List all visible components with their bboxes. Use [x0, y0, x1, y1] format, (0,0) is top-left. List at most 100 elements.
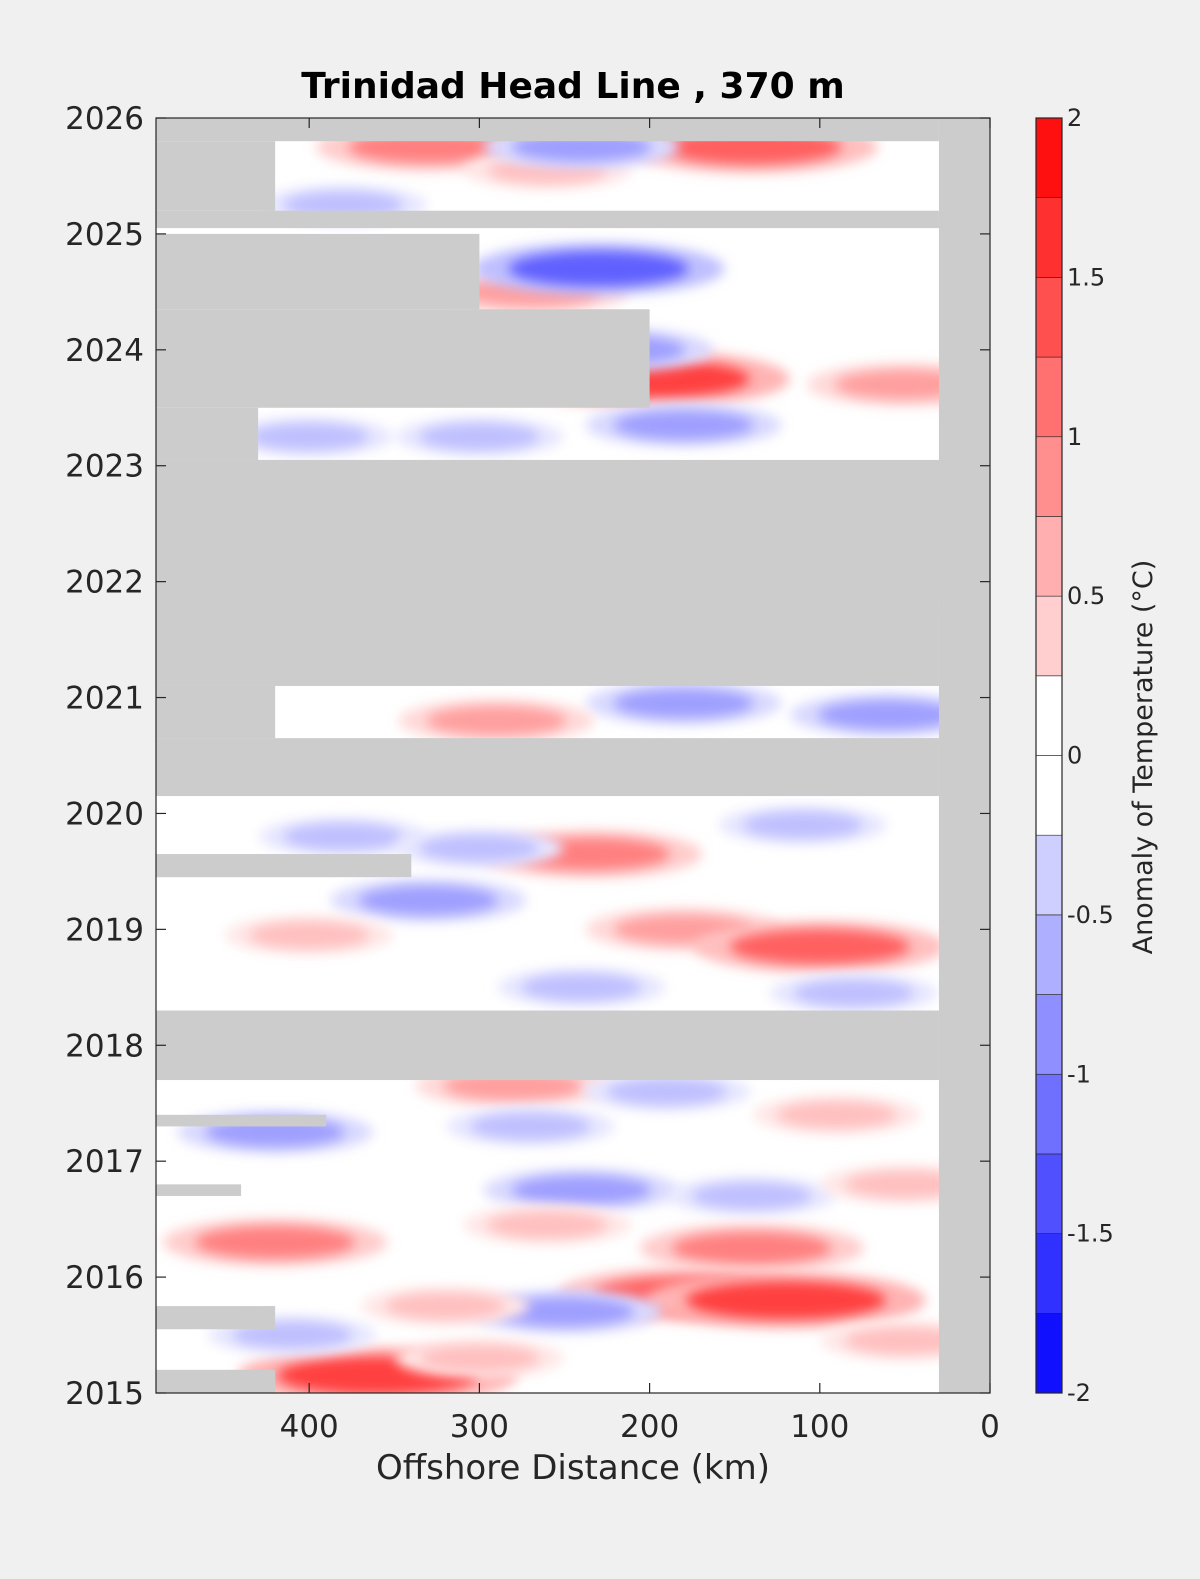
no-data-layer — [156, 118, 990, 1393]
anomaly-core-43 — [494, 1297, 635, 1327]
no-data-band-12 — [156, 1306, 276, 1330]
colorbar-segment-11 — [1035, 436, 1063, 517]
anomaly-core-19 — [426, 706, 567, 736]
no-data-band-2 — [156, 309, 650, 408]
colorbar-tick-label: 0 — [1067, 742, 1082, 770]
anomaly-core-10 — [613, 410, 754, 440]
anomaly-core-31 — [606, 1078, 727, 1105]
anomaly-core-32 — [776, 1101, 897, 1128]
no-data-band-10 — [156, 1114, 327, 1127]
y-tick-label: 2023 — [65, 449, 144, 485]
colorbar-segment-9 — [1035, 595, 1063, 677]
colorbar-segment-1 — [1035, 1233, 1063, 1314]
anomaly-core-26 — [729, 929, 910, 965]
anomaly-core-28 — [521, 974, 642, 1001]
no-data-band-5 — [156, 599, 939, 686]
anomaly-core-29 — [793, 980, 914, 1007]
y-tick-label: 2024 — [65, 333, 144, 369]
colorbar-segment-4 — [1035, 994, 1063, 1075]
y-tick-label: 2022 — [65, 565, 144, 601]
anomaly-core-24 — [358, 885, 499, 915]
anomaly-core-18 — [817, 700, 958, 730]
colorbar-frame — [1035, 117, 1063, 1394]
anomaly-core-45 — [419, 1345, 540, 1372]
colorbar-segment-5 — [1035, 914, 1063, 995]
anomaly-core-22 — [419, 835, 540, 862]
x-tick-label: 100 — [790, 1409, 849, 1445]
y-tick-label: 2018 — [65, 1028, 144, 1064]
x-tick-label: 0 — [980, 1409, 1000, 1445]
no-data-band-11 — [156, 1184, 242, 1196]
no-data-band-6 — [156, 738, 939, 797]
anomaly-core-38 — [195, 1226, 356, 1259]
x-tick-label: 200 — [620, 1409, 679, 1445]
colorbar-segment-6 — [1035, 834, 1063, 916]
colorbar-tick-label: -1 — [1067, 1060, 1091, 1088]
no-data-band-15 — [156, 118, 939, 142]
y-tick-label: 2026 — [65, 101, 144, 137]
no-data-band-9 — [156, 1010, 939, 1081]
anomaly-core-48 — [385, 1293, 506, 1320]
colorbar-tick-label: 0.5 — [1067, 582, 1105, 610]
colorbar-segment-0 — [1035, 1313, 1063, 1394]
y-tick-label: 2019 — [65, 912, 144, 948]
colorbar-tick-label: 1 — [1067, 423, 1082, 451]
colorbar-segment-7 — [1035, 755, 1063, 836]
no-data-band-16 — [156, 141, 276, 211]
colorbar-label: Anomaly of Temperature (°C) — [1128, 560, 1159, 955]
colorbar-segment-2 — [1035, 1153, 1063, 1234]
colorbar-segment-10 — [1035, 516, 1063, 597]
anomaly-core-35 — [511, 1175, 652, 1205]
anomaly-core-23 — [742, 812, 863, 839]
anomaly-core-7 — [508, 251, 689, 287]
anomaly-core-27 — [249, 922, 370, 949]
y-tick-label: 2025 — [65, 217, 144, 253]
y-tick-label: 2021 — [65, 681, 144, 717]
anomaly-core-39 — [487, 1211, 608, 1238]
anomaly-core-17 — [613, 688, 754, 718]
no-data-band-3 — [156, 407, 259, 460]
y-tick-label: 2017 — [65, 1144, 144, 1180]
y-tick-label: 2016 — [65, 1260, 144, 1296]
anomaly-core-46 — [844, 1327, 965, 1354]
colorbar-segment-3 — [1035, 1073, 1063, 1155]
y-tick-label: 2020 — [65, 796, 144, 832]
colorbar-tick-label: 2 — [1067, 104, 1082, 132]
anomaly-core-14 — [419, 423, 540, 450]
anomaly-core-13 — [249, 423, 370, 450]
chart-title: Trinidad Head Line , 370 m — [301, 66, 844, 107]
colorbar-tick-label: -2 — [1067, 1379, 1091, 1407]
anomaly-core-40 — [671, 1232, 832, 1265]
anomaly-core-34 — [470, 1113, 591, 1140]
no-data-band-8 — [156, 854, 412, 878]
plot-area — [155, 117, 991, 1394]
colorbar-tick-label: -1.5 — [1067, 1220, 1114, 1248]
colorbar: 2 1.5 1 0.5 0 -0.5 -1 -1.5 -2 — [1035, 104, 1114, 1407]
plot-frame — [155, 117, 991, 1394]
no-data-band-4 — [156, 459, 990, 600]
x-axis-label: Offshore Distance (km) — [376, 1448, 770, 1488]
colorbar-segment-14 — [1035, 197, 1063, 278]
x-tick-label: 300 — [450, 1409, 509, 1445]
no-data-band-14 — [938, 118, 990, 1393]
no-data-band-7 — [156, 685, 276, 739]
no-data-band-1 — [156, 233, 480, 310]
colorbar-segment-13 — [1035, 277, 1063, 358]
no-data-band-0 — [156, 210, 939, 229]
colorbar-segment-15 — [1035, 117, 1063, 198]
no-data-band-13 — [156, 1369, 276, 1393]
anomaly-core-42 — [685, 1281, 886, 1320]
colorbar-segment-8 — [1035, 675, 1063, 756]
y-axis: 2015 2016 2017 2018 2019 2020 2021 2022 2023 2024… — [65, 101, 990, 1412]
colorbar-tick-label: 1.5 — [1067, 263, 1105, 291]
x-tick-label: 400 — [280, 1409, 339, 1445]
anomaly-core-21 — [283, 823, 404, 850]
x-axis: 400 300 200 100 0 — [280, 118, 1000, 1445]
anomaly-core-37 — [844, 1171, 965, 1198]
y-tick-label: 2015 — [65, 1376, 144, 1412]
colorbar-tick-label: -0.5 — [1067, 901, 1114, 929]
anomaly-core-36 — [691, 1182, 812, 1209]
colorbar-segment-12 — [1035, 356, 1063, 438]
